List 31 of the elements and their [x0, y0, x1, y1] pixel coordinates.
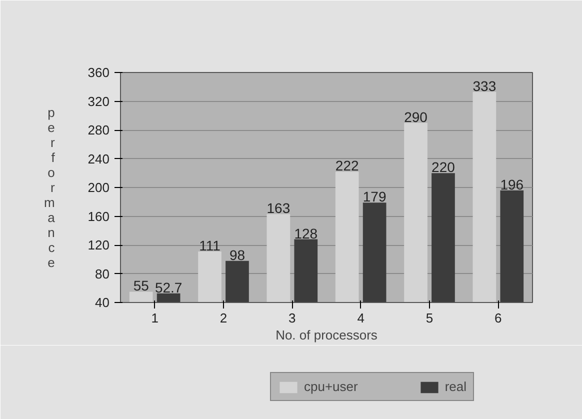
data-label: 220	[432, 159, 456, 176]
data-label: 55	[133, 278, 150, 294]
data-label: 128	[294, 225, 318, 242]
y-tick-label: 40	[95, 295, 110, 310]
y-tick-label: 160	[88, 208, 110, 224]
x-tick-label: 1	[151, 310, 158, 326]
x-tick-label: 3	[288, 310, 296, 326]
data-label: 222	[335, 158, 359, 174]
data-label: 52.7	[154, 279, 182, 296]
y-tick-label: 360	[88, 65, 110, 80]
data-label: 290	[404, 108, 428, 125]
data-label: 98	[229, 246, 246, 263]
data-label: 333	[472, 78, 496, 94]
y-tick-label: 320	[88, 94, 110, 109]
data-label: 163	[266, 200, 290, 216]
x-tick-label: 6	[494, 310, 502, 326]
x-tick-label: 5	[426, 310, 434, 326]
data-label: 111	[199, 237, 221, 254]
y-tick-label: 280	[88, 122, 110, 138]
x-tick-label: 4	[357, 310, 364, 326]
x-tick-label: 2	[220, 310, 228, 326]
data-label: 196	[500, 176, 524, 192]
legend-label: real	[444, 379, 467, 394]
y-tick-label: 240	[88, 151, 110, 166]
y-tick-label: 80	[95, 266, 110, 282]
data-label: 179	[362, 188, 386, 205]
y-tick-label: 200	[88, 180, 110, 195]
y-tick-label: 120	[88, 238, 110, 252]
legend-label: cpu+user	[304, 379, 358, 394]
text: performance	[44, 105, 55, 270]
x-axis-title: No. of processors	[276, 328, 378, 342]
